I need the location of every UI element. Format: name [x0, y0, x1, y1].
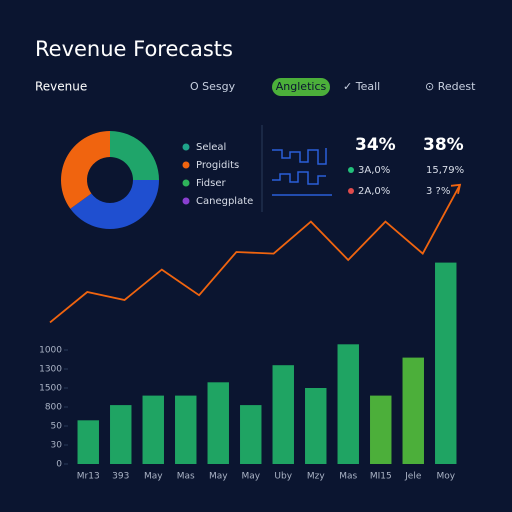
- legend-swatch: [182, 179, 190, 187]
- x-tick-label: May: [209, 472, 228, 482]
- legend-swatch: [182, 161, 190, 169]
- x-tick-label: Jele: [404, 472, 422, 482]
- y-tick-label: 1500: [39, 384, 62, 394]
- stat-right: 3 ?%: [426, 186, 450, 197]
- bar: [240, 405, 262, 464]
- tab-active[interactable]: [272, 78, 330, 96]
- x-tick-label: May: [144, 472, 163, 482]
- bar: [110, 405, 132, 464]
- stat-dot: [348, 167, 354, 173]
- bar: [402, 357, 424, 464]
- stat-left: 2A,0%: [358, 186, 390, 197]
- legend-label: Seleal: [196, 142, 226, 153]
- bar: [435, 262, 457, 464]
- bar: [305, 388, 327, 464]
- tab[interactable]: Angletics: [276, 80, 327, 93]
- y-tick-label: 30: [51, 441, 63, 451]
- bar: [175, 395, 197, 464]
- donut-segment: [110, 131, 159, 180]
- legend-label: Fidser: [196, 178, 227, 189]
- bar: [370, 395, 392, 464]
- x-tick-label: Uby: [274, 472, 292, 482]
- tab[interactable]: ⊙ Redest: [425, 80, 476, 93]
- stat-value: 38%: [423, 135, 464, 155]
- x-tick-label: May: [241, 472, 260, 482]
- legend-swatch: [182, 143, 190, 151]
- y-tick-label: 1300: [39, 365, 62, 375]
- bar: [272, 365, 294, 464]
- x-tick-label: 393: [112, 472, 129, 482]
- trend-arrow: [450, 183, 462, 194]
- y-tick-label: 0: [56, 460, 62, 470]
- legend-label: Canegplate: [196, 196, 253, 207]
- legend-swatch: [182, 197, 190, 205]
- stat-left: 3A,0%: [358, 165, 390, 176]
- toolbar-label: Revenue: [35, 80, 87, 94]
- bar: [142, 395, 164, 464]
- y-tick-label: 1000: [39, 346, 62, 356]
- bar: [337, 344, 359, 464]
- bar: [207, 382, 229, 464]
- tab[interactable]: O Sesgy: [190, 80, 236, 93]
- legend-label: Progidits: [196, 160, 239, 171]
- trend-line: [49, 184, 461, 324]
- x-tick-label: Mr13: [77, 472, 100, 482]
- x-tick-label: MI15: [370, 472, 392, 482]
- bar: [77, 420, 99, 464]
- stat-right: 15,79%: [426, 165, 464, 176]
- donut-segment: [60, 131, 110, 209]
- y-tick-label: 800: [45, 403, 62, 413]
- title: Revenue Forecasts: [35, 37, 233, 61]
- x-tick-label: Mzy: [307, 472, 325, 482]
- stat-dot: [348, 188, 354, 194]
- sparkline: [272, 148, 332, 196]
- x-tick-label: Moy: [436, 472, 455, 482]
- stat-value: 34%: [355, 135, 396, 155]
- x-tick-label: Mas: [339, 472, 357, 482]
- x-tick-label: Mas: [177, 472, 195, 482]
- donut-segment: [70, 180, 159, 229]
- tab[interactable]: ✓ Teall: [343, 80, 380, 93]
- y-tick-label: 50: [51, 422, 63, 432]
